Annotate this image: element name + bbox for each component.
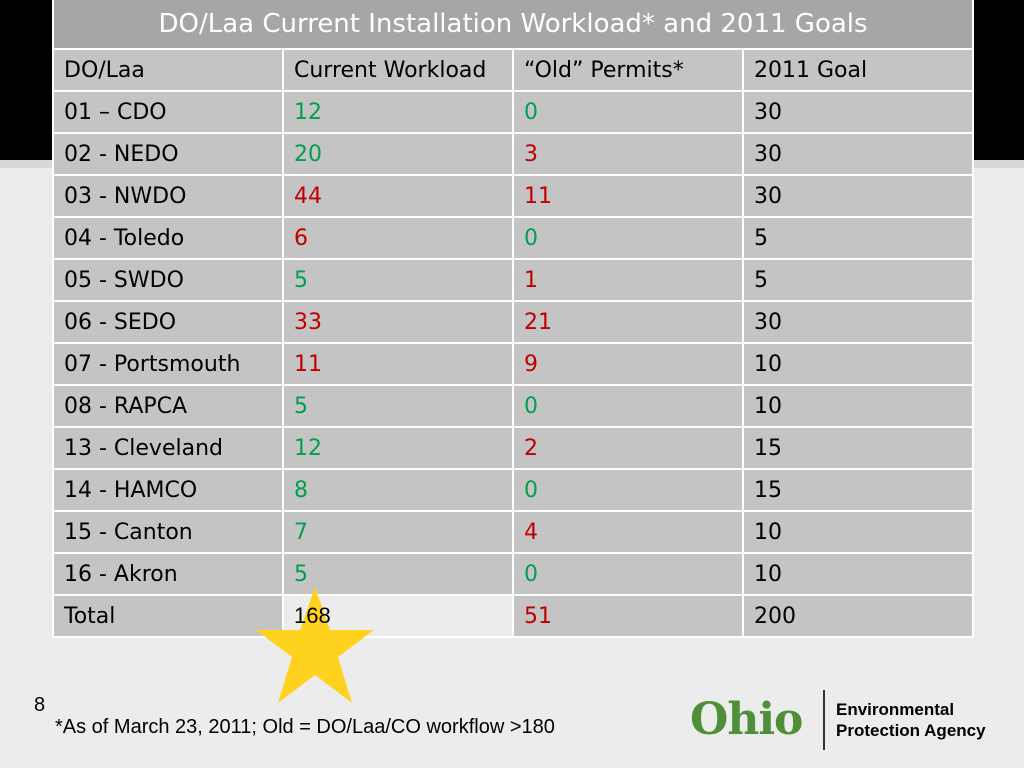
table-row: 06 - SEDO 33 21 30 bbox=[52, 300, 975, 344]
star bbox=[256, 587, 374, 703]
table-cell: 14 - HAMCO bbox=[52, 468, 284, 512]
table-cell: 33 bbox=[282, 300, 514, 344]
table-cell: 5 bbox=[741, 216, 975, 260]
table-cell: 10 bbox=[741, 510, 975, 554]
logo-line: Protection Agency bbox=[836, 721, 986, 740]
table-cell: 08 - RAPCA bbox=[52, 384, 284, 428]
table-cell: 11 bbox=[512, 174, 744, 218]
table-cell: 168 bbox=[282, 594, 514, 638]
logo-line: Environmental bbox=[836, 700, 955, 719]
table-title: DO/Laa Current Installation Workload* an… bbox=[51, 0, 975, 50]
table-cell: 8 bbox=[282, 468, 514, 512]
table-cell: 06 - SEDO bbox=[52, 300, 284, 344]
table-cell: 05 - SWDO bbox=[52, 258, 284, 302]
table-row: 02 - NEDO 20 3 30 bbox=[52, 132, 975, 176]
table-cell: 30 bbox=[741, 300, 975, 344]
footnote: *As of March 23, 2011; Old = DO/Laa/CO w… bbox=[55, 716, 555, 738]
table-row: 04 - Toledo 6 0 5 bbox=[52, 216, 975, 260]
table-cell: 5 bbox=[282, 552, 514, 596]
table-cell: 6 bbox=[282, 216, 514, 260]
table-cell: 15 bbox=[741, 426, 975, 470]
table-cell: 9 bbox=[512, 342, 744, 386]
logo: Ohio Environmental Protection Agency bbox=[690, 690, 1010, 756]
table-cell: 12 bbox=[282, 90, 514, 134]
table-row: 16 - Akron 5 0 10 bbox=[52, 552, 975, 596]
table-cell: 04 - Toledo bbox=[52, 216, 284, 260]
table-row: 03 - NWDO 44 11 30 bbox=[52, 174, 975, 218]
header-cell: Current Workload bbox=[282, 48, 514, 92]
table-cell: 13 - Cleveland bbox=[52, 426, 284, 470]
table-cell: 30 bbox=[741, 132, 975, 176]
header-cell: 2011 Goal bbox=[741, 48, 975, 92]
logo-ohio: Ohio bbox=[690, 694, 803, 745]
table-cell: 3 bbox=[512, 132, 744, 176]
table-cell: 07 - Portsmouth bbox=[52, 342, 284, 386]
table-cell: 1 bbox=[512, 258, 744, 302]
header-row: DO/Laa Current Workload “Old” Permits* 2011… bbox=[52, 48, 975, 92]
table-row: Total 168 51 200 bbox=[52, 594, 975, 638]
table-cell: 16 - Akron bbox=[52, 552, 284, 596]
table-cell: 21 bbox=[512, 300, 744, 344]
header-cell: “Old” Permits* bbox=[512, 48, 744, 92]
title-row: DO/Laa Current Installation Workload* an… bbox=[51, 0, 975, 50]
table-cell: 5 bbox=[741, 258, 975, 302]
logo-separator bbox=[823, 690, 825, 750]
table-cell: 10 bbox=[741, 552, 975, 596]
table-cell: 51 bbox=[512, 594, 744, 638]
table-cell: 10 bbox=[741, 342, 975, 386]
table-cell: 10 bbox=[741, 384, 975, 428]
table-cell: 0 bbox=[512, 552, 744, 596]
table-row: 15 - Canton 7 4 10 bbox=[52, 510, 975, 554]
table-cell: 2 bbox=[512, 426, 744, 470]
table-cell: 0 bbox=[512, 468, 744, 512]
table-cell: Total bbox=[52, 594, 284, 638]
table-cell: 15 - Canton bbox=[52, 510, 284, 554]
star-shape bbox=[256, 587, 374, 703]
table-cell: 0 bbox=[512, 216, 744, 260]
table-row: 08 - RAPCA 5 0 10 bbox=[52, 384, 975, 428]
table-cell: 0 bbox=[512, 384, 744, 428]
table-cell: 20 bbox=[282, 132, 514, 176]
table-cell: 0 bbox=[512, 90, 744, 134]
table-row: 05 - SWDO 5 1 5 bbox=[52, 258, 975, 302]
table-row: 01 – CDO 12 0 30 bbox=[52, 90, 975, 134]
table-row: 14 - HAMCO 8 0 15 bbox=[52, 468, 975, 512]
table-cell: 4 bbox=[512, 510, 744, 554]
page-number: 8 bbox=[34, 694, 46, 716]
table-cell: 200 bbox=[741, 594, 975, 638]
header-cell: DO/Laa bbox=[52, 48, 284, 92]
table-cell: 12 bbox=[282, 426, 514, 470]
table-cell: 5 bbox=[282, 384, 514, 428]
table-cell: 02 - NEDO bbox=[52, 132, 284, 176]
table-cell: 15 bbox=[741, 468, 975, 512]
table-row: 07 - Portsmouth 11 9 10 bbox=[52, 342, 975, 386]
table-cell: 03 - NWDO bbox=[52, 174, 284, 218]
table-cell: 30 bbox=[741, 174, 975, 218]
table-cell: 30 bbox=[741, 90, 975, 134]
table-row: 13 - Cleveland 12 2 15 bbox=[52, 426, 975, 470]
table-cell: 11 bbox=[282, 342, 514, 386]
table-cell: 44 bbox=[282, 174, 514, 218]
table-cell: 5 bbox=[282, 258, 514, 302]
table-cell: 7 bbox=[282, 510, 514, 554]
table-body: 01 – CDO 12 0 30 02 - NEDO 20 3 30 03 - NWDO 44 11… bbox=[52, 90, 975, 638]
workload-table: DO/Laa Current Installation Workload* an… bbox=[51, 0, 975, 638]
table-cell: 01 – CDO bbox=[52, 90, 284, 134]
